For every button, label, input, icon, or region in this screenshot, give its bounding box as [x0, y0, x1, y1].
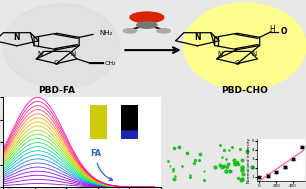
- Text: H: H: [269, 25, 275, 34]
- Circle shape: [157, 29, 170, 33]
- Point: [232, 162, 237, 165]
- Point: [173, 174, 178, 177]
- Point: [219, 165, 224, 168]
- Text: N: N: [13, 33, 20, 42]
- Text: NH₂: NH₂: [99, 30, 112, 36]
- Point: [236, 162, 241, 165]
- Point: [218, 163, 222, 166]
- Text: PBD-CHO: PBD-CHO: [221, 86, 268, 95]
- Point: [250, 165, 255, 168]
- Y-axis label: Normalized intensity: Normalized intensity: [247, 138, 251, 183]
- Point: [240, 172, 245, 175]
- Text: CH₂: CH₂: [105, 61, 116, 66]
- Point: [226, 162, 231, 165]
- Point: [171, 170, 176, 173]
- Point: [238, 147, 243, 150]
- Text: N: N: [218, 51, 223, 57]
- Text: N: N: [251, 51, 257, 57]
- Point: [172, 146, 177, 149]
- Point: [177, 146, 181, 149]
- Point: [240, 168, 244, 171]
- Point: [188, 173, 193, 176]
- Point: [240, 159, 244, 162]
- Point: [226, 148, 231, 151]
- Point: [185, 151, 190, 154]
- Text: O: O: [54, 60, 59, 66]
- Point: [217, 144, 222, 147]
- Point: [193, 158, 198, 161]
- Point: [232, 158, 237, 161]
- Point: [228, 169, 233, 172]
- Point: [236, 177, 241, 180]
- Text: O: O: [234, 60, 240, 66]
- Text: N: N: [37, 51, 43, 57]
- Circle shape: [137, 22, 157, 28]
- Point: [198, 152, 203, 155]
- Point: [172, 178, 177, 181]
- Point: [201, 170, 206, 173]
- Text: FA: FA: [90, 149, 113, 180]
- Point: [225, 166, 230, 169]
- Point: [179, 165, 184, 168]
- Point: [245, 150, 250, 153]
- Point: [222, 165, 227, 168]
- Point: [167, 164, 172, 167]
- Point: [222, 148, 227, 151]
- Point: [235, 161, 240, 164]
- Point: [166, 159, 170, 162]
- Point: [239, 165, 244, 168]
- Circle shape: [130, 12, 164, 23]
- Ellipse shape: [3, 4, 119, 89]
- Text: O: O: [281, 27, 287, 36]
- Text: N: N: [194, 33, 201, 42]
- Ellipse shape: [184, 3, 306, 90]
- Point: [230, 146, 234, 149]
- Point: [233, 163, 237, 166]
- Point: [227, 170, 232, 173]
- Point: [202, 179, 207, 182]
- Point: [196, 159, 201, 162]
- Circle shape: [123, 29, 137, 33]
- Point: [192, 162, 197, 165]
- Text: N: N: [71, 51, 76, 57]
- Point: [219, 156, 224, 159]
- Point: [238, 178, 243, 181]
- Text: PBD-FA: PBD-FA: [38, 86, 75, 95]
- Point: [240, 177, 245, 180]
- Point: [224, 158, 229, 161]
- Point: [171, 167, 176, 170]
- Point: [212, 166, 217, 169]
- Point: [188, 175, 192, 178]
- Point: [223, 170, 228, 173]
